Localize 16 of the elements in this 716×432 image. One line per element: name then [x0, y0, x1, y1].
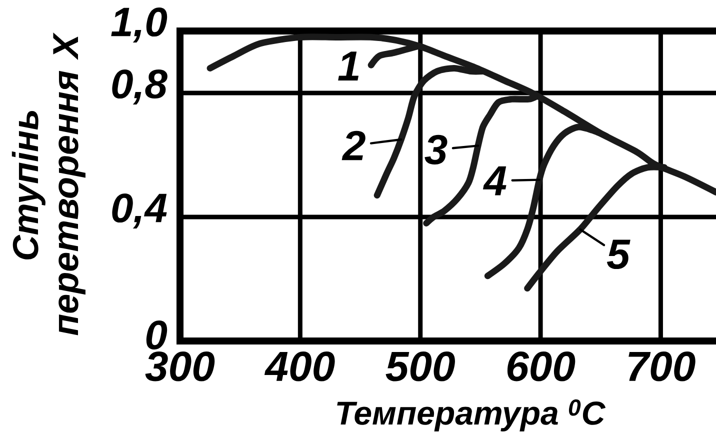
y-axis-title: Ступінь перетворення X — [12, 32, 86, 336]
annotation: 1 — [338, 52, 359, 81]
annotation: 5 — [606, 240, 630, 270]
y-tick-label: 0,4 — [112, 194, 167, 228]
annotation: 4 — [482, 166, 506, 196]
x-tick-label: 400 — [264, 352, 335, 382]
x-tick-label: 700 — [628, 352, 696, 382]
x-tick-label: 300 — [145, 352, 215, 382]
x-tick-label: 500 — [386, 352, 455, 382]
y-tick-label: 0 — [146, 320, 168, 350]
annotation: 2 — [342, 130, 366, 160]
x-axis-title: Температура $^{0}$C — [337, 399, 606, 432]
y-tick-label: 0,8 — [112, 70, 168, 104]
annotation: 3 — [424, 134, 448, 165]
x-tick-label: 600 — [507, 352, 576, 382]
y-tick-label: 1,0 — [111, 8, 168, 42]
